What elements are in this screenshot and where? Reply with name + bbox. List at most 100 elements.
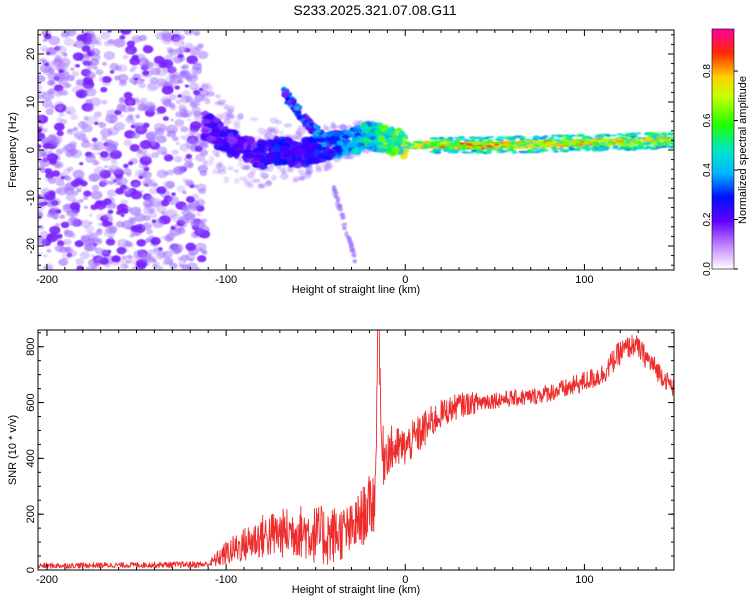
spectrogram-signal-cell [432,137,439,140]
spectrogram-noise-cell [123,91,133,99]
spectrogram-signal-cell [361,128,370,134]
spectrogram-signal-cell [619,142,627,146]
spectrogram-noise-cell [166,99,171,103]
spectrogram-noise-cell [87,52,93,56]
spectrogram-noise-cell [295,132,303,138]
spectrogram-noise-cell [139,189,144,193]
spectrogram-noise-cell [134,77,139,81]
spectrogram-signal-cell [562,150,569,153]
spectrogram-noise-cell [39,230,49,238]
spectrogram-signal-cell [570,134,577,137]
spectrogram-signal-cell [366,131,376,137]
spectrogram-branch-cell [293,106,300,111]
spectrogram-signal-cell [510,149,517,152]
spectrogram-noise-cell [142,164,149,169]
y-tick-label: 0 [25,567,37,573]
spectrogram-signal-cell [675,140,682,143]
spectrogram-signal-cell [545,142,553,146]
spectrogram-signal-cell [462,138,469,142]
spectrogram-noise-cell [134,213,146,222]
spectrogram-noise-cell [223,176,230,183]
spectrogram-signal-cell [505,135,512,139]
spectrogram-signal-cell [378,135,386,143]
spectrogram-noise-cell [109,120,114,124]
spectrogram-noise-cell [44,62,49,67]
spectrogram-noise-cell [126,40,136,48]
spectrogram-noise-cell [69,233,76,239]
spectrogram-noise-cell [169,94,178,101]
spectrogram-noise-cell [75,64,80,68]
spectrogram-signal-cell [527,150,534,154]
spectrogram-noise-cell [156,146,168,155]
spectrogram-signal-cell [668,133,674,136]
spectrogram-noise-cell [116,246,127,255]
spectrogram-noise-cell [120,184,127,190]
spectrogram-noise-cell [61,183,72,192]
spectrogram-signal-cell [518,150,525,154]
spectrogram-signal-cell [474,145,482,149]
spectrogram-signal-cell [675,140,680,143]
spectrogram-signal-cell [221,143,229,152]
spectrogram-noise-cell [107,39,115,45]
spectrogram-signal-cell [200,128,210,133]
spectrogram-noise-cell [156,135,167,144]
spectrogram-noise-cell [41,127,48,133]
spectrogram-signal-cell [537,148,544,152]
spectrogram-noise-cell [161,262,167,266]
spectrogram-noise-cell [125,116,135,124]
spectrogram-noise-cell [107,30,112,33]
spectrogram-noise-cell [171,149,179,155]
spectrogram-noise-cell [38,84,43,91]
spectrogram-noise-cell [281,169,287,174]
spectrogram-branch-cell [280,87,287,92]
spectrogram-noise-cell [101,99,108,105]
spectrogram-noise-cell [96,151,101,155]
spectrogram-noise-cell [251,178,261,183]
spectrogram-noise-cell [41,99,53,108]
spectrogram-signal-cell [367,141,376,147]
spectrogram-noise-cell [38,202,46,212]
spectrogram-noise-cell [79,251,90,260]
spectrogram-noise-cell [84,87,97,97]
spectrogram-signal-cell [624,148,631,151]
spectrogram-signal-cell [591,141,601,145]
spectrogram-signal-cell [612,145,619,148]
spectrogram-signal-cell [472,136,479,139]
spectrogram-signal-cell [291,155,298,163]
colorbar-label: Normalized spectral amplitude [737,76,749,224]
spectrogram-branch-cell [348,240,353,245]
spectrogram-signal-cell [232,142,244,149]
spectrogram-noise-cell [173,155,183,163]
spectrogram-noise-cell [136,148,143,154]
spectrogram-branch-cell [305,115,311,121]
spectrogram-signal-cell [666,136,672,140]
spectrogram-signal-cell [443,149,450,152]
spectrogram-noise-cell [190,220,197,225]
spectrogram-signal-cell [661,131,668,135]
spectrogram-noise-cell [181,264,191,270]
spectrogram-noise-cell [185,153,193,159]
spectrogram-branch-cell [352,259,357,263]
spectrogram-noise-cell [84,38,90,43]
spectrogram-noise-cell [183,30,195,36]
spectrogram-noise-cell [48,35,61,46]
spectrogram-noise-cell [214,152,221,158]
spectrogram-noise-cell [244,164,252,171]
spectrogram-noise-cell [215,162,222,170]
spectrogram-noise-cell [49,225,61,235]
spectrogram-signal-cell [420,146,428,150]
spectrogram-noise-cell [90,204,98,211]
colorbar-axis: 0.0 0.2 0.4 0.6 0.8 [702,28,738,276]
chart-title: S233.2025.321.07.08.G11 [293,2,457,18]
spectrogram-signal-cell [539,137,546,140]
spectrogram-branch-cell [322,132,328,138]
spectrogram-noise-cell [93,166,106,176]
spectrogram-noise-cell [106,189,117,197]
spectrogram-noise-cell [104,143,117,153]
spectrogram-noise-cell [74,39,85,49]
spectrogram-noise-cell [264,180,273,187]
spectrogram-noise-cell [280,173,289,180]
spectrogram-signal-cell [536,141,543,145]
spectrogram-signal-cell [563,134,570,137]
spectrogram-signal-cell [494,148,501,152]
